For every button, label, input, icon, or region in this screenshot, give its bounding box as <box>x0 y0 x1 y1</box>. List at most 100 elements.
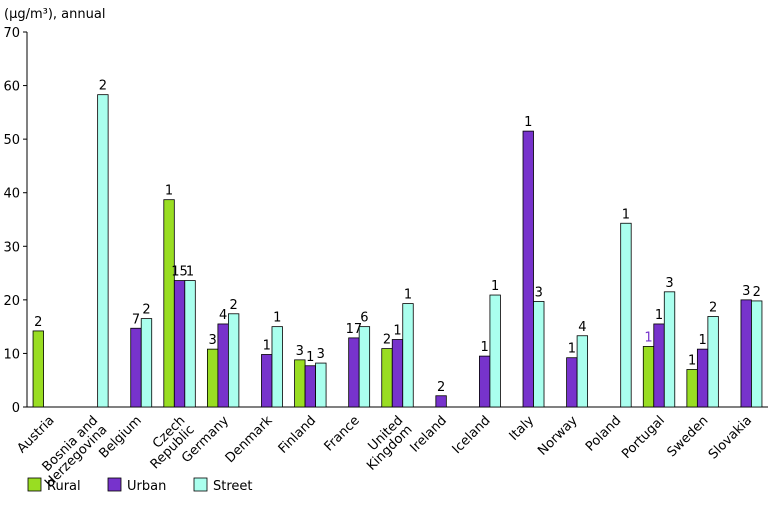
x-tick-text: Portugal <box>619 413 668 462</box>
data-label: 3 <box>317 347 325 362</box>
data-label: 2 <box>753 285 761 300</box>
data-label: 2 <box>383 333 391 348</box>
data-label: 3 <box>296 344 304 359</box>
data-label: 3 <box>665 276 673 291</box>
data-label: 2 <box>230 298 238 313</box>
data-label: 2 <box>99 79 107 94</box>
x-tick-text: Iceland <box>450 413 494 457</box>
bar-street <box>663 291 676 408</box>
bar-rural <box>686 369 698 408</box>
y-tick-label: 50 <box>3 133 20 148</box>
legend-swatch-urban <box>107 477 122 492</box>
y-tick-label: 30 <box>3 240 20 255</box>
x-tick-label: Poland <box>583 413 624 454</box>
bar-urban <box>261 354 273 408</box>
y-tick-label: 60 <box>3 80 20 95</box>
bar-street <box>227 313 240 408</box>
data-label: 1 <box>263 339 271 354</box>
legend-label-urban: Urban <box>127 479 166 494</box>
x-tick-label: France <box>322 413 363 454</box>
bar-street <box>97 94 109 408</box>
data-label: 3 <box>535 285 543 300</box>
data-label: 7 <box>132 312 140 327</box>
bar-street <box>358 326 371 408</box>
x-tick-label: Slovakia <box>706 413 755 462</box>
bar-rural <box>381 348 393 408</box>
bar-street <box>140 318 153 408</box>
data-label: 1 <box>698 333 706 348</box>
data-label: 1 <box>524 115 532 130</box>
x-tick-label: Sweden <box>665 413 712 460</box>
bar-street <box>184 280 196 408</box>
data-label: 3 <box>209 333 217 348</box>
x-tick-label: Italy <box>507 413 538 444</box>
data-label: 1 <box>644 330 652 345</box>
bar-street <box>751 300 763 408</box>
y-tick-label: 20 <box>3 294 20 309</box>
data-label: 1 <box>491 279 499 294</box>
bar-street <box>315 362 327 408</box>
data-label: 1 <box>622 207 630 222</box>
data-label: 17 <box>346 322 363 337</box>
x-tick-label: Portugal <box>619 413 668 462</box>
x-tick-text: Sweden <box>665 413 712 460</box>
data-label: 2 <box>142 303 150 318</box>
data-label: 1 <box>165 184 173 199</box>
data-label: 1 <box>273 311 281 326</box>
data-label: 1 <box>481 340 489 355</box>
bar-street <box>620 222 632 408</box>
data-label: 1 <box>393 324 401 339</box>
bar-street <box>707 316 719 408</box>
y-tick-label: 10 <box>3 347 20 362</box>
data-label: 1 <box>688 354 696 369</box>
bar-urban <box>696 348 709 408</box>
bar-urban <box>391 339 404 408</box>
bar-urban <box>173 280 186 408</box>
bar-urban <box>740 299 752 408</box>
bar-urban <box>348 337 360 408</box>
x-tick-label: Iceland <box>450 413 494 457</box>
data-label: 1 <box>655 308 663 323</box>
legend-swatch-street <box>193 477 208 492</box>
data-label: 2 <box>709 300 717 315</box>
data-label: 6 <box>360 311 368 326</box>
legend: Rural Urban Street <box>27 477 253 494</box>
x-tick-text: Austria <box>15 413 58 456</box>
x-tick-label: Finland <box>276 413 319 456</box>
data-label: 2 <box>34 315 42 330</box>
x-tick-text: Slovakia <box>706 413 755 462</box>
bar-street <box>533 301 545 408</box>
data-label: 1 <box>568 342 576 357</box>
bar-urban <box>435 395 447 408</box>
bar-urban <box>522 130 534 408</box>
bar-street <box>271 326 283 408</box>
legend-label-rural: Rural <box>47 479 81 494</box>
x-tick-text: Finland <box>276 413 319 456</box>
data-label: 2 <box>437 380 445 395</box>
x-tick-text: France <box>322 413 363 454</box>
bar-rural <box>163 199 175 408</box>
y-tick-label: 0 <box>12 401 20 416</box>
bars <box>32 94 763 408</box>
data-label: 15 <box>171 265 188 280</box>
x-tick-label: Austria <box>15 413 58 456</box>
bar-urban <box>653 323 665 408</box>
bar-urban <box>217 323 229 408</box>
bar-street <box>489 294 501 408</box>
legend-label-street: Street <box>213 479 253 494</box>
x-tick-text: Denmark <box>223 413 276 466</box>
bar-urban <box>566 357 578 408</box>
x-tick-text: Norway <box>535 413 581 459</box>
bar-street <box>576 335 589 408</box>
bar-rural <box>32 330 44 408</box>
bar-street <box>402 303 414 408</box>
bar-rural <box>294 359 306 408</box>
bar-rural <box>206 348 219 408</box>
legend-swatch-rural <box>27 477 42 492</box>
y-tick-label: 70 <box>3 26 20 41</box>
y-axis-label: (μg/m³), annual <box>4 7 105 22</box>
